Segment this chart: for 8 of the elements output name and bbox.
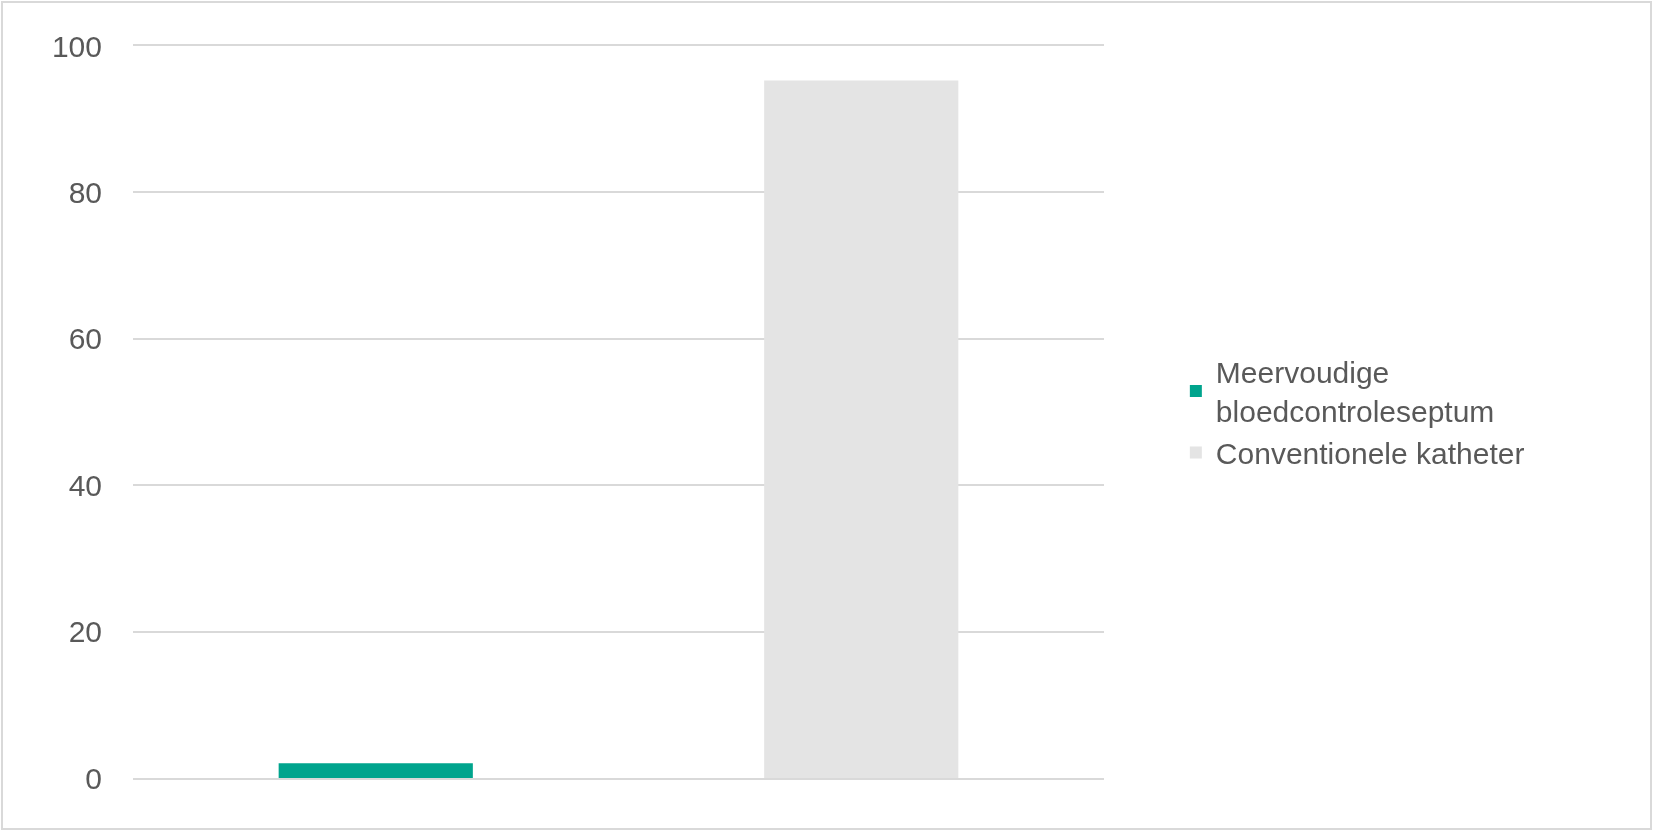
y-tick-label: 0 (85, 761, 102, 795)
y-tick-label: 60 (68, 322, 102, 356)
legend-label: Conventionele katheter (1215, 437, 1525, 471)
y-tick-label: 80 (68, 175, 102, 209)
y-tick-label: 100 (51, 29, 102, 63)
y-tick-label: 20 (68, 615, 102, 649)
legend-label: Meervoudige bloedcontroleseptum (1215, 356, 1495, 429)
y-tick-label: 40 (68, 468, 102, 502)
